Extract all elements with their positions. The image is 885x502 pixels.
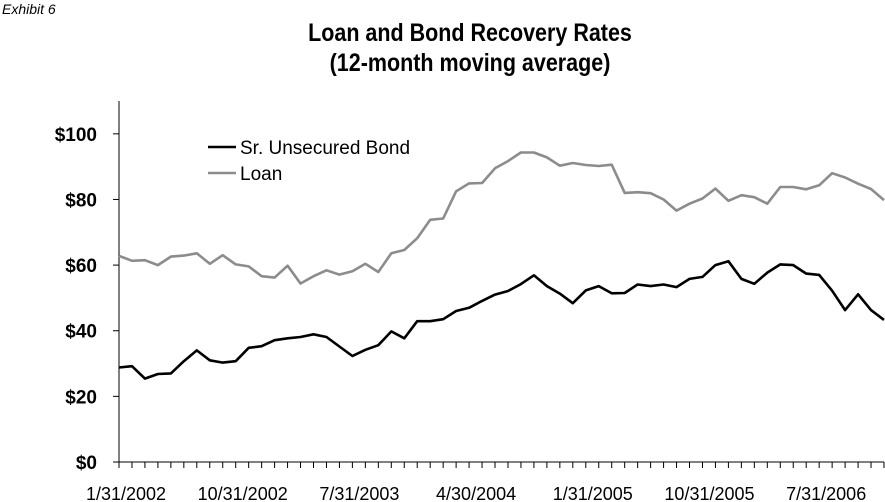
y-tick-label: $100 bbox=[55, 125, 97, 146]
x-tick-label: 7/31/2003 bbox=[319, 484, 399, 502]
x-tick-label: 1/31/2002 bbox=[86, 484, 166, 502]
y-tick-label: $0 bbox=[76, 453, 97, 474]
series-line-loan bbox=[118, 151, 885, 285]
y-tick-label: $80 bbox=[65, 190, 97, 211]
y-axis-ticks: $0 $20 $40 $60 $80 $100 bbox=[55, 125, 119, 474]
x-tick-label: 7/31/2006 bbox=[786, 484, 866, 502]
x-axis-ticks: 1/31/2002 10/31/2002 7/31/2003 4/30/2004 1/3… bbox=[86, 462, 885, 502]
x-tick-label: 1/31/2005 bbox=[553, 484, 633, 502]
x-tick-label: 4/30/2004 bbox=[436, 484, 516, 502]
chart-legend: Sr. Unsecured Bond Loan bbox=[208, 138, 410, 185]
x-tick-label: 10/31/2005 bbox=[664, 484, 754, 502]
y-tick-label: $40 bbox=[65, 322, 97, 343]
series-line-sr-unsecured-bond bbox=[118, 259, 885, 380]
x-tick-label: 10/31/2002 bbox=[198, 484, 288, 502]
chart-subtitle: (12-month moving average) bbox=[329, 49, 611, 77]
legend-label-loan: Loan bbox=[240, 164, 282, 185]
chart-axes bbox=[118, 101, 884, 463]
legend-label-sr-unsecured-bond: Sr. Unsecured Bond bbox=[240, 138, 410, 159]
chart-series bbox=[118, 151, 885, 380]
y-tick-label: $60 bbox=[65, 256, 97, 277]
chart-title: Loan and Bond Recovery Rates bbox=[308, 19, 632, 47]
y-tick-label: $20 bbox=[65, 387, 97, 408]
exhibit-label: Exhibit 6 bbox=[2, 1, 56, 17]
